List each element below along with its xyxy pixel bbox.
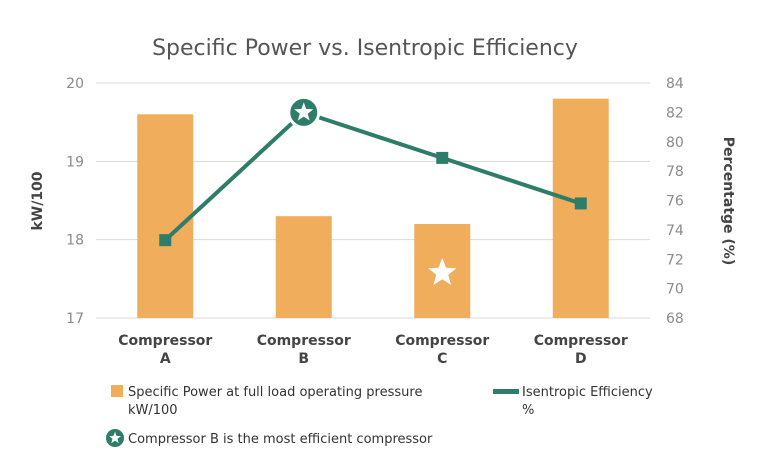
category-label-2-1: C [437, 351, 447, 367]
category-label-1-0: Compressor [257, 333, 351, 349]
category-label-3-1: D [575, 351, 587, 367]
legend-bar-swatch [111, 385, 123, 397]
category-label-3-0: Compressor [534, 333, 628, 349]
y-right-tick-label-8: 84 [666, 76, 684, 92]
y-left-tick-label-2: 19 [66, 154, 84, 170]
legend-line-swatch [493, 389, 519, 394]
legend-line-label-0: Isentropic Efficiency [522, 385, 653, 400]
efficiency-line-layer [159, 95, 587, 247]
legend-bar-label-0: Specific Power at full load operating pr… [128, 385, 422, 400]
y-right-tick-label-3: 74 [666, 223, 684, 239]
bar-1 [275, 216, 332, 318]
y-axis-left-title: kW/100 [30, 171, 46, 230]
efficiency-point-0 [159, 234, 172, 247]
chart-title: Specific Power vs. Isentropic Efficiency [152, 36, 578, 61]
y-axis-right-title: Percentatge (%) [720, 137, 736, 265]
y-left-tick-label-1: 18 [66, 233, 84, 249]
legend: Specific Power at full load operating pr… [106, 385, 653, 447]
y-left-tick-label-3: 20 [66, 76, 84, 92]
right-axis-ticks: 68 70 72 74 76 78 80 82 84 [666, 76, 684, 327]
legend-bar-label-1: kW/100 [128, 403, 178, 418]
efficiency-point-3 [574, 197, 587, 210]
category-label-0-1: A [160, 351, 171, 367]
y-right-tick-label-6: 80 [666, 135, 684, 151]
category-label-1-1: B [298, 351, 309, 367]
y-right-tick-label-1: 70 [666, 282, 684, 298]
left-axis-ticks: 17 18 19 20 [66, 76, 84, 327]
y-right-tick-label-2: 72 [666, 252, 684, 268]
category-labels: Compressor A Compressor B Compressor C Compres… [118, 333, 628, 367]
legend-line-label-1: % [522, 403, 534, 418]
y-right-tick-label-5: 78 [666, 164, 684, 180]
category-label-2-0: Compressor [395, 333, 489, 349]
category-label-0-0: Compressor [118, 333, 212, 349]
y-left-tick-label-0: 17 [66, 311, 84, 327]
y-right-tick-label-4: 76 [666, 194, 684, 210]
best-efficiency-star-icon [294, 102, 314, 121]
bar-0 [137, 114, 194, 318]
efficiency-line [163, 110, 582, 242]
bar-star-icon [428, 257, 457, 285]
legend-star-icon [109, 431, 121, 444]
efficiency-point-2 [436, 151, 449, 164]
legend-note: Compressor B is the most efficient compr… [128, 432, 433, 447]
bars [137, 98, 609, 319]
y-right-tick-label-7: 82 [666, 105, 684, 121]
y-right-tick-label-0: 68 [666, 311, 684, 327]
